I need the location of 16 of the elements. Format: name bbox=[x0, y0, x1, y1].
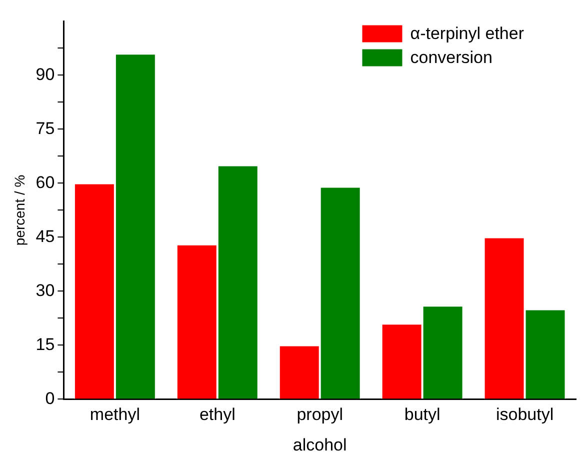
y-tick-label: 15 bbox=[36, 334, 55, 354]
y-axis-title: percent / % bbox=[11, 174, 28, 246]
y-tick-label: 60 bbox=[36, 172, 55, 192]
x-tick-label: butyl bbox=[404, 405, 440, 424]
y-tick-label: 0 bbox=[45, 388, 55, 408]
y-tick-label: 90 bbox=[36, 64, 55, 84]
x-tick-label: propyl bbox=[296, 405, 344, 424]
y-tick-label: 45 bbox=[36, 226, 55, 246]
x-tick-label: isobutyl bbox=[496, 405, 554, 424]
y-tick-label: 75 bbox=[36, 118, 55, 138]
x-tick-label: methyl bbox=[90, 405, 140, 424]
x-tick-label: ethyl bbox=[199, 405, 236, 424]
legend-label: α-terpinyl ether bbox=[410, 24, 524, 43]
legend-label: conversion bbox=[410, 48, 492, 67]
x-axis-title: alcohol bbox=[292, 435, 347, 454]
y-tick-label: 30 bbox=[36, 280, 55, 300]
